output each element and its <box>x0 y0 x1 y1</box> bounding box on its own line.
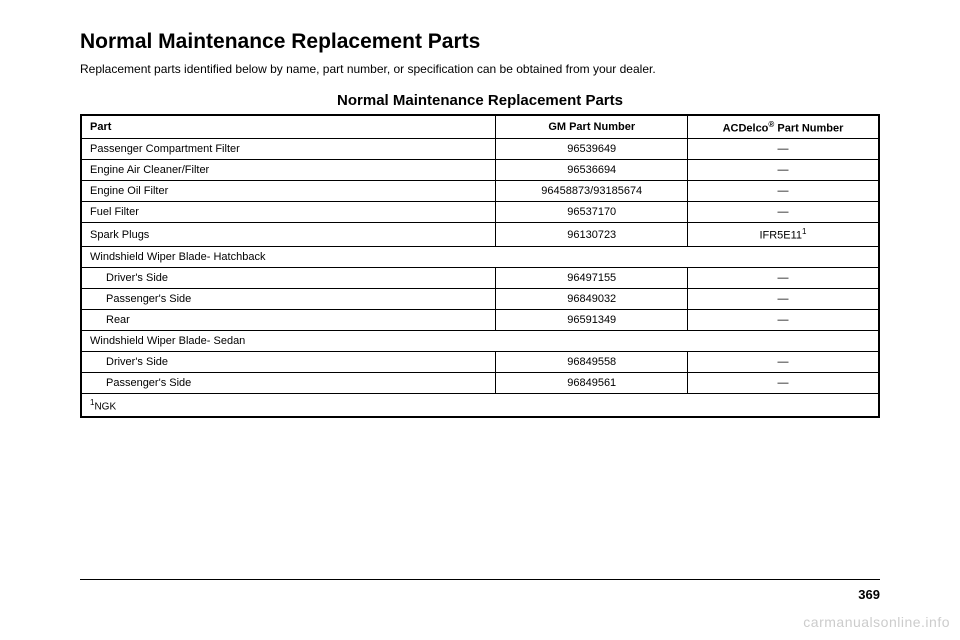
ac-sup: 1 <box>802 227 806 236</box>
section-header: Windshield Wiper Blade- Sedan <box>81 330 879 351</box>
gm-cell: 96458873/93185674 <box>496 181 688 202</box>
part-cell: Passenger Compartment Filter <box>81 139 496 160</box>
watermark: carmanualsonline.info <box>803 614 950 630</box>
gm-cell: 96591349 <box>496 309 688 330</box>
ac-cell: — <box>687 351 879 372</box>
header-ac-suffix: Part Number <box>774 122 843 134</box>
table-row: Driver's Side 96497155 — <box>81 267 879 288</box>
ac-cell: — <box>687 139 879 160</box>
table-row: Engine Air Cleaner/Filter 96536694 — <box>81 160 879 181</box>
ac-cell: — <box>687 309 879 330</box>
footnote-cell: 1NGK <box>81 393 879 417</box>
part-cell: Passenger's Side <box>81 372 496 393</box>
ac-cell: — <box>687 288 879 309</box>
part-cell: Spark Plugs <box>81 223 496 247</box>
part-cell: Driver's Side <box>81 267 496 288</box>
ac-cell: — <box>687 267 879 288</box>
ac-cell: — <box>687 372 879 393</box>
part-cell: Engine Air Cleaner/Filter <box>81 160 496 181</box>
table-row: Spark Plugs 96130723 IFR5E111 <box>81 223 879 247</box>
gm-cell: 96536694 <box>496 160 688 181</box>
table-row: Fuel Filter 96537170 — <box>81 202 879 223</box>
header-row: Part GM Part Number ACDelco® Part Number <box>81 115 879 139</box>
ac-cell: — <box>687 202 879 223</box>
table-row: Passenger's Side 96849561 — <box>81 372 879 393</box>
section-row: Windshield Wiper Blade- Hatchback <box>81 246 879 267</box>
gm-cell: 96539649 <box>496 139 688 160</box>
table-row: Passenger's Side 96849032 — <box>81 288 879 309</box>
header-ac-text: ACDelco <box>723 122 769 134</box>
part-cell: Passenger's Side <box>81 288 496 309</box>
gm-cell: 96537170 <box>496 202 688 223</box>
gm-cell: 96497155 <box>496 267 688 288</box>
footnote-row: 1NGK <box>81 393 879 417</box>
ac-cell: IFR5E111 <box>687 223 879 247</box>
ac-text: IFR5E11 <box>759 230 802 242</box>
header-part: Part <box>81 115 496 139</box>
footer-divider <box>80 579 880 580</box>
part-cell: Rear <box>81 309 496 330</box>
ac-cell: — <box>687 160 879 181</box>
page-title: Normal Maintenance Replacement Parts <box>80 30 880 54</box>
table-row: Passenger Compartment Filter 96539649 — <box>81 139 879 160</box>
gm-cell: 96849561 <box>496 372 688 393</box>
page-number: 369 <box>858 587 880 602</box>
part-cell: Fuel Filter <box>81 202 496 223</box>
part-cell: Driver's Side <box>81 351 496 372</box>
gm-cell: 96849558 <box>496 351 688 372</box>
header-gm: GM Part Number <box>496 115 688 139</box>
header-ac: ACDelco® Part Number <box>687 115 879 139</box>
gm-cell: 96849032 <box>496 288 688 309</box>
parts-table: Part GM Part Number ACDelco® Part Number… <box>80 114 880 419</box>
ac-cell: — <box>687 181 879 202</box>
section-header: Windshield Wiper Blade- Hatchback <box>81 246 879 267</box>
footnote-text: NGK <box>94 401 116 412</box>
table-title: Normal Maintenance Replacement Parts <box>80 92 880 109</box>
part-cell: Engine Oil Filter <box>81 181 496 202</box>
gm-cell: 96130723 <box>496 223 688 247</box>
table-row: Engine Oil Filter 96458873/93185674 — <box>81 181 879 202</box>
section-row: Windshield Wiper Blade- Sedan <box>81 330 879 351</box>
table-row: Rear 96591349 — <box>81 309 879 330</box>
table-row: Driver's Side 96849558 — <box>81 351 879 372</box>
intro-text: Replacement parts identified below by na… <box>80 62 880 78</box>
